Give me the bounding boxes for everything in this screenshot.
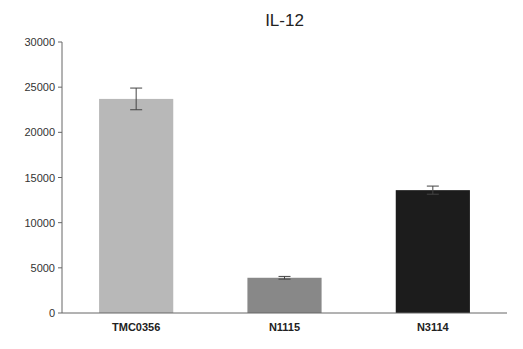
y-tick [58, 313, 62, 314]
x-tick-label: N1115 [269, 321, 300, 333]
plot-area [99, 88, 470, 313]
y-tick [58, 177, 62, 178]
y-tick-label: 0 [49, 307, 55, 319]
chart-container: IL-12 0 5000 10000 15000 20000 25000 30000 TMC03… [0, 0, 523, 349]
y-tick [58, 87, 62, 88]
error-cap [130, 109, 142, 110]
bar [99, 99, 173, 313]
y-tick-label: 5000 [31, 262, 55, 274]
y-tick-label: 30000 [24, 36, 55, 48]
y-tick-label: 20000 [24, 126, 55, 138]
y-tick-label: 15000 [24, 172, 55, 184]
title: IL-12 [265, 11, 304, 30]
error-cap [427, 186, 439, 187]
error-line [432, 186, 433, 194]
error-bar [427, 186, 439, 194]
y-tick [58, 42, 62, 43]
error-bar [279, 276, 291, 279]
chart-svg: IL-12 0 5000 10000 15000 20000 25000 30000 TMC03… [0, 0, 523, 349]
y-axis-line [62, 42, 63, 313]
error-cap [279, 279, 291, 280]
y-tick-label: 25000 [24, 81, 55, 93]
error-line [136, 88, 137, 110]
y-axis: 0 5000 10000 15000 20000 25000 30000 [24, 36, 62, 319]
error-bar [130, 88, 142, 110]
x-tick-label: TMC0356 [112, 321, 160, 333]
error-cap [130, 88, 142, 89]
bar [396, 190, 470, 313]
bar [247, 278, 321, 313]
y-tick [58, 222, 62, 223]
x-tick-label: N3114 [417, 321, 450, 333]
error-cap [279, 276, 291, 277]
x-axis-line [62, 313, 507, 314]
y-tick-label: 10000 [24, 217, 55, 229]
error-cap [427, 194, 439, 195]
y-tick [58, 132, 62, 133]
x-axis: TMC0356 N1115 N3114 [112, 321, 450, 333]
y-tick [58, 267, 62, 268]
